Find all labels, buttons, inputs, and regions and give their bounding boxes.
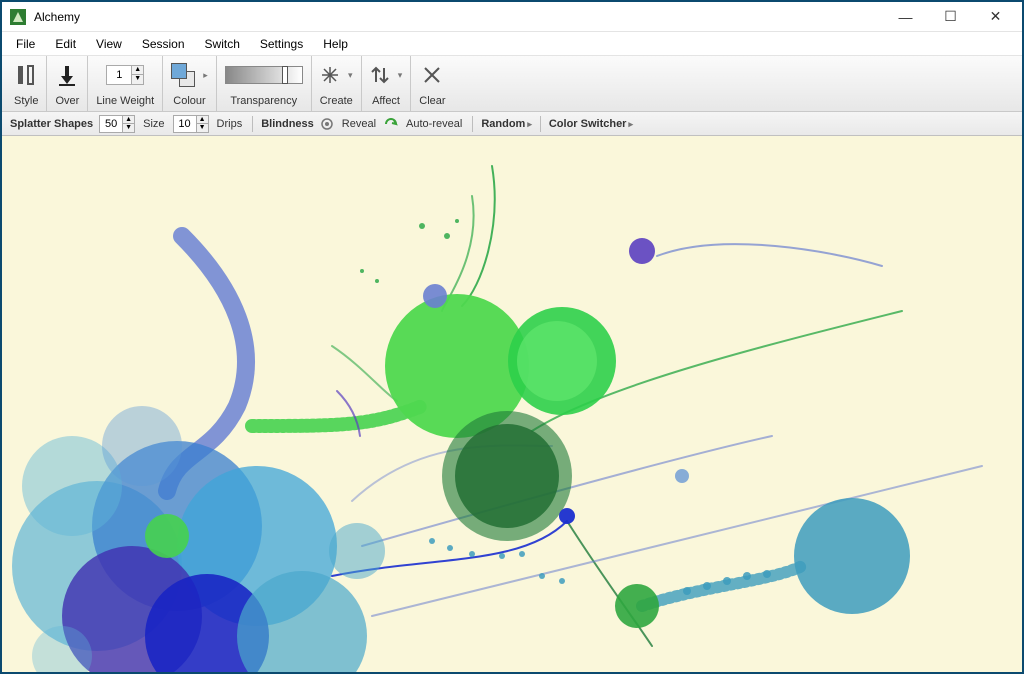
title-bar: Alchemy — ☐ ✕: [2, 2, 1022, 32]
color-switcher-chevron-icon: ▸: [626, 119, 633, 129]
colour-label: Colour: [173, 95, 205, 107]
splatter-down[interactable]: ▼: [122, 124, 134, 132]
line-weight-label: Line Weight: [96, 95, 154, 107]
menu-file[interactable]: File: [6, 34, 45, 54]
random-chevron-icon: ▸: [525, 119, 532, 129]
menu-view[interactable]: View: [86, 34, 132, 54]
transparency-slider[interactable]: [225, 66, 303, 84]
style-icon: [16, 64, 36, 86]
reveal-button[interactable]: Reveal: [338, 118, 380, 130]
menu-settings[interactable]: Settings: [250, 34, 313, 54]
menu-edit[interactable]: Edit: [45, 34, 86, 54]
swatch-fg[interactable]: [171, 63, 187, 79]
separator: [540, 116, 541, 132]
canvas[interactable]: [2, 136, 1022, 672]
blindness-label: Blindness: [259, 118, 316, 130]
colour-swatches[interactable]: [171, 63, 195, 87]
line-weight-up[interactable]: ▲: [131, 66, 143, 75]
menu-switch[interactable]: Switch: [195, 34, 250, 54]
affect-label: Affect: [372, 95, 400, 107]
close-button[interactable]: ✕: [973, 3, 1018, 31]
tool-clear[interactable]: Clear: [411, 56, 453, 111]
menu-session[interactable]: Session: [132, 34, 195, 54]
style-label: Style: [14, 95, 38, 107]
over-label: Over: [55, 95, 79, 107]
splatter-spinner[interactable]: ▲▼: [99, 115, 135, 133]
tool-over[interactable]: Over: [47, 56, 88, 111]
create-chevron-icon: ▾: [346, 70, 353, 81]
menu-help[interactable]: Help: [313, 34, 358, 54]
size-input[interactable]: [174, 118, 196, 130]
app-icon: [10, 9, 26, 25]
create-label: Create: [320, 95, 353, 107]
window-controls: — ☐ ✕: [883, 3, 1018, 31]
affect-chevron-icon: ▾: [396, 70, 403, 81]
splatter-up[interactable]: ▲: [122, 116, 134, 124]
size-up[interactable]: ▲: [196, 116, 208, 124]
canvas-drawing: [2, 136, 1022, 672]
tool-affect[interactable]: ▾ Affect: [362, 56, 412, 111]
create-icon: [320, 65, 340, 85]
menu-bar: File Edit View Session Switch Settings H…: [2, 32, 1022, 56]
splatter-input[interactable]: [100, 118, 122, 130]
autoreveal-icon: [384, 117, 398, 131]
tool-create[interactable]: ▾ Create: [312, 56, 362, 111]
clear-icon: [422, 65, 442, 85]
tool-colour[interactable]: ▸ Colour: [163, 56, 217, 111]
transparency-label: Transparency: [230, 95, 297, 107]
app-title: Alchemy: [34, 10, 80, 24]
reveal-icon: [320, 117, 334, 131]
splatter-shapes-label: Splatter Shapes: [8, 118, 95, 130]
sub-toolbar: Splatter Shapes ▲▼ Size ▲▼ Drips Blindne…: [2, 112, 1022, 136]
tool-style[interactable]: Style: [6, 56, 47, 111]
clear-label: Clear: [419, 95, 445, 107]
color-switcher-label[interactable]: Color Switcher▸: [547, 118, 635, 130]
random-label[interactable]: Random▸: [479, 118, 534, 130]
separator: [252, 116, 253, 132]
minimize-button[interactable]: —: [883, 3, 928, 31]
separator: [472, 116, 473, 132]
maximize-button[interactable]: ☐: [928, 3, 973, 31]
size-label: Size: [139, 118, 168, 130]
autoreveal-button[interactable]: Auto-reveal: [402, 118, 466, 130]
over-icon: [56, 64, 78, 86]
drips-toggle[interactable]: Drips: [213, 118, 247, 130]
colour-chevron-icon: ▸: [201, 70, 208, 81]
line-weight-down[interactable]: ▼: [131, 75, 143, 84]
tool-line-weight: ▲ ▼ Line Weight: [88, 56, 163, 111]
main-toolbar: Style Over ▲ ▼ Line Weight: [2, 56, 1022, 112]
tool-transparency: Transparency: [217, 56, 312, 111]
transparency-handle[interactable]: [282, 66, 288, 84]
line-weight-input[interactable]: [107, 69, 131, 81]
line-weight-spinner[interactable]: ▲ ▼: [106, 65, 144, 85]
size-spinner[interactable]: ▲▼: [173, 115, 209, 133]
size-down[interactable]: ▼: [196, 124, 208, 132]
affect-icon: [370, 65, 390, 85]
